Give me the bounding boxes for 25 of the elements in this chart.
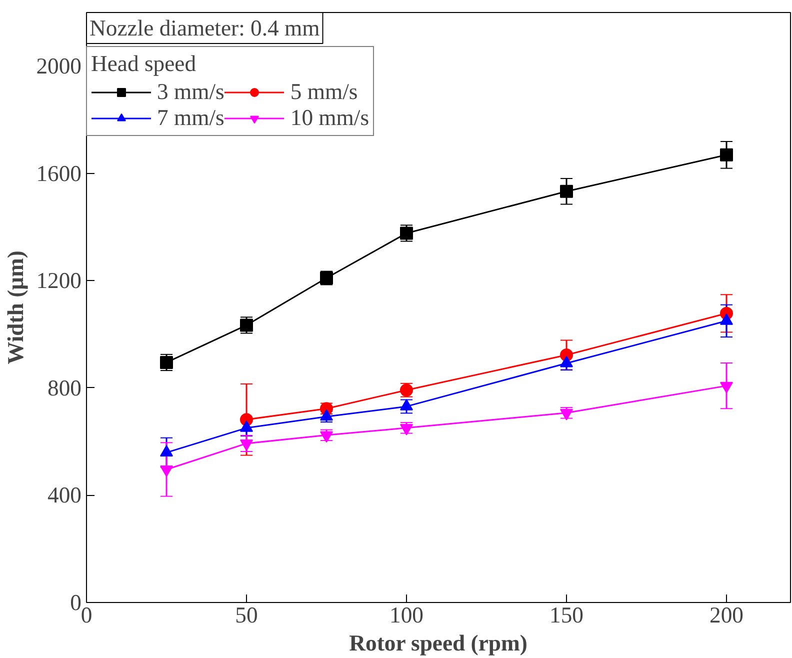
x-tick-label: 200 <box>710 602 744 628</box>
x-tick-label: 50 <box>235 602 258 628</box>
point <box>560 184 573 198</box>
point <box>160 466 173 477</box>
x-axis-title: Rotor speed (rpm) <box>349 630 528 656</box>
point <box>160 356 173 369</box>
x-tick-label: 150 <box>550 602 584 628</box>
point <box>240 318 253 332</box>
point <box>400 226 413 240</box>
y-axis-title: Width (μm) <box>3 250 28 364</box>
y-tick-label: 2000 <box>36 54 82 79</box>
x-tick-label: 100 <box>390 602 424 628</box>
point <box>720 382 733 394</box>
legend-label: 5 mm/s <box>290 79 358 105</box>
y-tick-label: 400 <box>48 482 82 508</box>
point <box>240 440 253 451</box>
y-tick-label: 800 <box>48 375 82 400</box>
legend-title: Head speed <box>91 51 198 77</box>
annotation: Nozzle diameter: 0.4 mm <box>90 16 320 40</box>
y-tick-label: 1600 <box>36 160 82 186</box>
legend-label: 3 mm/s <box>157 79 224 105</box>
legend-label: 10 mm/s <box>290 105 370 131</box>
legend-label: 7 mm/s <box>157 105 224 131</box>
point <box>720 148 733 162</box>
y-tick-label: 1200 <box>36 268 82 294</box>
